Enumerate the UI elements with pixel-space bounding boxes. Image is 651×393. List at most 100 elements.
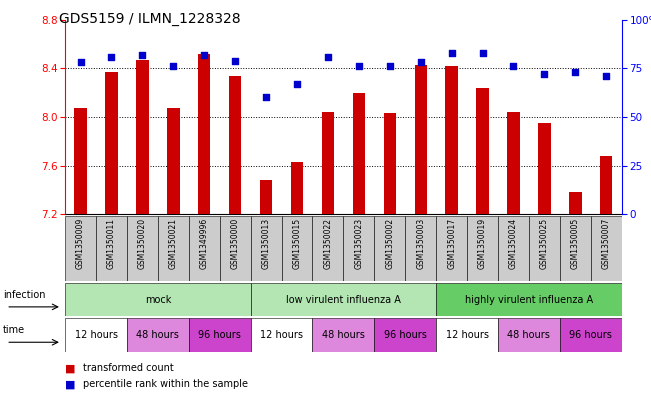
Bar xyxy=(167,108,180,214)
Text: 96 hours: 96 hours xyxy=(384,330,426,340)
Bar xyxy=(291,162,303,214)
Bar xyxy=(312,216,343,281)
Text: GSM1350017: GSM1350017 xyxy=(447,218,456,269)
Text: 12 hours: 12 hours xyxy=(445,330,489,340)
Point xyxy=(323,53,333,60)
Text: ■: ■ xyxy=(65,379,79,389)
Text: GSM1350020: GSM1350020 xyxy=(138,218,147,269)
Bar xyxy=(498,318,560,352)
Bar xyxy=(374,216,405,281)
Text: GSM1350002: GSM1350002 xyxy=(385,218,395,269)
Point xyxy=(415,59,426,66)
Text: percentile rank within the sample: percentile rank within the sample xyxy=(83,379,248,389)
Text: 96 hours: 96 hours xyxy=(199,330,241,340)
Text: 48 hours: 48 hours xyxy=(322,330,365,340)
Point xyxy=(168,63,178,70)
Text: GSM1350024: GSM1350024 xyxy=(509,218,518,269)
Text: time: time xyxy=(3,325,25,335)
Bar xyxy=(560,318,622,352)
Bar xyxy=(260,180,272,214)
Text: mock: mock xyxy=(145,295,171,305)
Text: infection: infection xyxy=(3,290,46,299)
Text: 12 hours: 12 hours xyxy=(260,330,303,340)
Bar xyxy=(65,216,96,281)
Text: GSM1350022: GSM1350022 xyxy=(324,218,333,269)
Point xyxy=(230,57,240,64)
Bar xyxy=(136,60,148,214)
Text: transformed count: transformed count xyxy=(83,363,174,373)
Text: 96 hours: 96 hours xyxy=(570,330,612,340)
Bar xyxy=(374,318,436,352)
Text: GSM1350005: GSM1350005 xyxy=(571,218,580,269)
Bar xyxy=(436,318,498,352)
Point xyxy=(261,94,271,101)
Bar xyxy=(436,283,622,316)
Text: ■: ■ xyxy=(65,363,79,373)
Bar xyxy=(467,216,498,281)
Text: GSM1350011: GSM1350011 xyxy=(107,218,116,269)
Bar xyxy=(127,318,189,352)
Point xyxy=(137,51,148,58)
Point xyxy=(385,63,395,70)
Point xyxy=(353,63,364,70)
Bar xyxy=(74,108,87,214)
Bar xyxy=(383,113,396,214)
Bar xyxy=(198,54,210,214)
Bar xyxy=(312,318,374,352)
Text: GSM1350023: GSM1350023 xyxy=(354,218,363,269)
Text: GSM1350013: GSM1350013 xyxy=(262,218,271,269)
Bar xyxy=(127,216,158,281)
Bar xyxy=(600,156,613,214)
Bar xyxy=(569,192,581,214)
Bar xyxy=(281,216,312,281)
Point xyxy=(601,73,611,79)
Text: highly virulent influenza A: highly virulent influenza A xyxy=(465,295,593,305)
Bar xyxy=(219,216,251,281)
Bar xyxy=(507,112,519,214)
Bar xyxy=(538,123,551,214)
Bar xyxy=(189,318,251,352)
Bar xyxy=(353,93,365,214)
Text: GSM1350025: GSM1350025 xyxy=(540,218,549,269)
Point xyxy=(292,81,302,87)
Bar xyxy=(498,216,529,281)
Text: 12 hours: 12 hours xyxy=(74,330,118,340)
Bar xyxy=(405,216,436,281)
Bar xyxy=(251,283,436,316)
Bar xyxy=(322,112,334,214)
Text: GSM1350007: GSM1350007 xyxy=(602,218,611,269)
Point xyxy=(477,50,488,56)
Bar xyxy=(65,318,127,352)
Bar xyxy=(251,216,281,281)
Bar xyxy=(560,216,590,281)
Point xyxy=(106,53,117,60)
Text: 48 hours: 48 hours xyxy=(137,330,179,340)
Bar xyxy=(445,66,458,214)
Text: GSM1349996: GSM1349996 xyxy=(200,218,209,269)
Text: GSM1350009: GSM1350009 xyxy=(76,218,85,269)
Text: 48 hours: 48 hours xyxy=(508,330,550,340)
Point xyxy=(570,69,581,75)
Bar xyxy=(477,88,489,214)
Text: GSM1350000: GSM1350000 xyxy=(230,218,240,269)
Bar xyxy=(251,318,312,352)
Text: GDS5159 / ILMN_1228328: GDS5159 / ILMN_1228328 xyxy=(59,12,240,26)
Point xyxy=(76,59,86,66)
Point xyxy=(199,51,210,58)
Point xyxy=(447,50,457,56)
Bar xyxy=(105,72,118,214)
Bar xyxy=(96,216,127,281)
Bar xyxy=(158,216,189,281)
Bar xyxy=(189,216,219,281)
Text: GSM1350015: GSM1350015 xyxy=(292,218,301,269)
Bar xyxy=(529,216,560,281)
Text: GSM1350003: GSM1350003 xyxy=(416,218,425,269)
Text: GSM1350019: GSM1350019 xyxy=(478,218,487,269)
Bar xyxy=(343,216,374,281)
Bar xyxy=(415,64,427,214)
Bar xyxy=(436,216,467,281)
Point xyxy=(539,71,549,77)
Text: GSM1350021: GSM1350021 xyxy=(169,218,178,269)
Bar xyxy=(229,75,242,214)
Bar xyxy=(590,216,622,281)
